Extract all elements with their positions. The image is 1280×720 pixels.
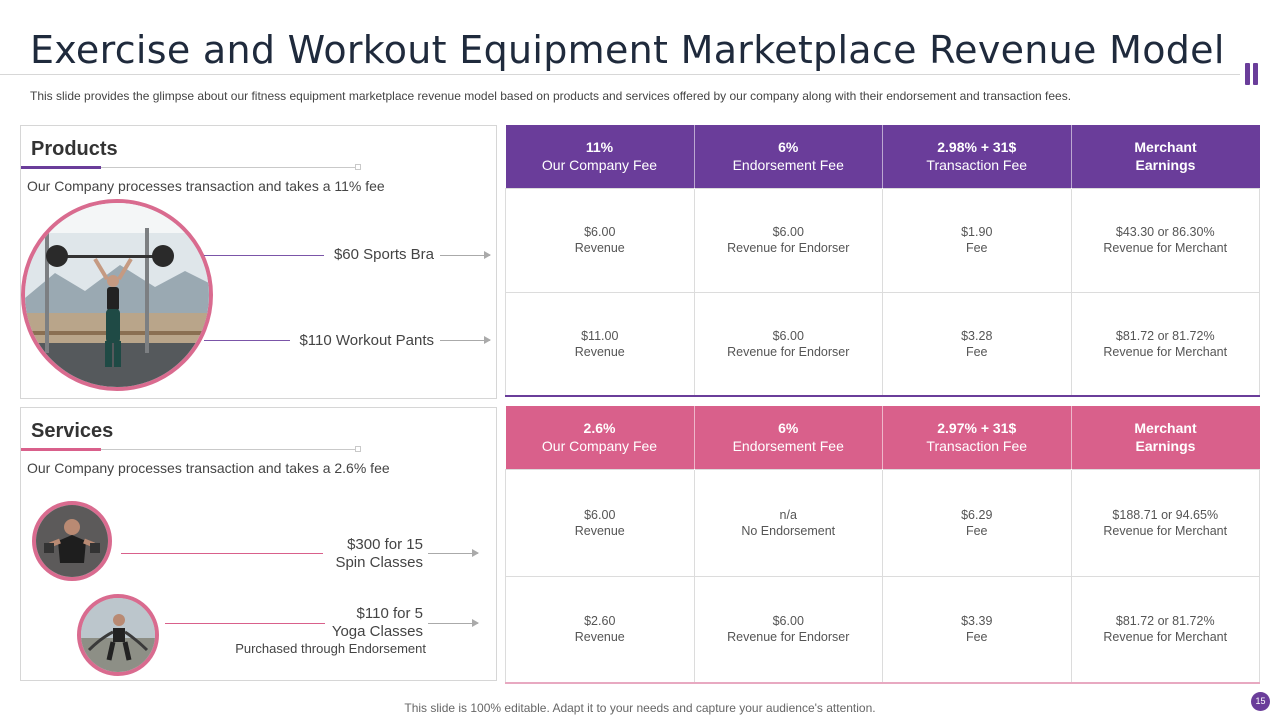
table-cell: $1.90 Fee [882, 187, 1072, 293]
table-cell: $11.00 Revenue [505, 291, 695, 397]
services-table-header: 2.6% Our Company Fee 6% Endorsement Fee 2.… [505, 406, 1260, 469]
products-panel: Products Our Company processes transacti… [20, 125, 497, 399]
products-col-merchant-earnings: Merchant Earnings [1070, 125, 1260, 188]
yoga-classes-price: $110 for 5 [356, 605, 423, 622]
table-cell: $6.29 Fee [882, 468, 1072, 577]
products-heading: Products [31, 138, 118, 160]
table-cell: $81.72 or 81.72% Revenue for Merchant [1070, 291, 1260, 397]
services-rule-dot [355, 446, 361, 452]
workout-pants-arrow-icon [440, 336, 491, 344]
table-row: $6.00 Revenue $6.00 Revenue for Endorser $… [505, 187, 1260, 293]
table-cell: $3.28 Fee [882, 291, 1072, 397]
yoga-classes-label: $110 for 5 Yoga Classes [332, 605, 423, 641]
table-cell: $188.71 or 94.65% Revenue for Merchant [1070, 468, 1260, 577]
products-col-company-fee: 11% Our Company Fee [505, 125, 694, 188]
services-rule [21, 449, 361, 450]
slide-footer: This slide is 100% editable. Adapt it to… [404, 701, 876, 715]
title-divider [0, 74, 1240, 75]
workout-pants-label: $110 Workout Pants [299, 332, 434, 349]
services-fee-table: 2.6% Our Company Fee 6% Endorsement Fee 2.… [505, 406, 1260, 684]
spin-classes-connector [121, 553, 323, 554]
sports-bra-arrow-icon [440, 251, 491, 259]
table-row: $2.60 Revenue $6.00 Revenue for Endorser $… [505, 575, 1260, 684]
table-row: $11.00 Revenue $6.00 Revenue for Endorser … [505, 291, 1260, 397]
table-cell: $6.00 Revenue [505, 187, 695, 293]
sports-bra-connector [204, 255, 324, 256]
services-note: Our Company processes transaction and ta… [27, 460, 390, 476]
products-fee-table: 11% Our Company Fee 6% Endorsement Fee 2.9… [505, 125, 1260, 397]
products-rule [21, 167, 361, 168]
services-col-company-fee: 2.6% Our Company Fee [505, 406, 694, 469]
sports-bra-label: $60 Sports Bra [333, 246, 434, 263]
slide-title: Exercise and Workout Equipment Marketpla… [30, 28, 1225, 72]
products-note: Our Company processes transaction and ta… [27, 178, 385, 194]
workout-photo [21, 199, 213, 391]
table-cell: n/a No Endorsement [693, 468, 883, 577]
spin-classes-name: Spin Classes [335, 554, 423, 571]
slide-subtitle: This slide provides the glimpse about ou… [30, 89, 1072, 103]
spin-classes-label: $300 for 15 Spin Classes [335, 536, 423, 572]
slide-mark-icon [1245, 63, 1261, 85]
products-col-transaction-fee: 2.98% + 31$ Transaction Fee [882, 125, 1071, 188]
table-cell: $81.72 or 81.72% Revenue for Merchant [1070, 575, 1260, 684]
yoga-classes-endorsement-note: Purchased through Endorsement [235, 641, 426, 656]
yoga-class-photo [77, 594, 159, 676]
spin-classes-arrow-icon [428, 549, 479, 557]
services-rule-accent [21, 448, 101, 451]
products-rule-dot [355, 164, 361, 170]
table-cell: $3.39 Fee [882, 575, 1072, 684]
table-row: $6.00 Revenue n/a No Endorsement $6.29 Fee … [505, 468, 1260, 577]
services-col-endorsement-fee: 6% Endorsement Fee [693, 406, 883, 469]
yoga-classes-connector [165, 623, 325, 624]
table-cell: $6.00 Revenue for Endorser [693, 575, 883, 684]
services-col-merchant-earnings: Merchant Earnings [1070, 406, 1260, 469]
page-number: 15 [1251, 692, 1270, 711]
table-cell: $2.60 Revenue [505, 575, 695, 684]
yoga-classes-arrow-icon [428, 619, 479, 627]
table-cell: $43.30 or 86.30% Revenue for Merchant [1070, 187, 1260, 293]
services-heading: Services [31, 420, 114, 442]
spin-classes-price: $300 for 15 [347, 536, 423, 553]
products-col-endorsement-fee: 6% Endorsement Fee [693, 125, 883, 188]
products-rule-accent [21, 166, 101, 169]
services-panel: Services Our Company processes transacti… [20, 407, 497, 681]
table-cell: $6.00 Revenue for Endorser [693, 291, 883, 397]
products-table-header: 11% Our Company Fee 6% Endorsement Fee 2.9… [505, 125, 1260, 188]
services-col-transaction-fee: 2.97% + 31$ Transaction Fee [882, 406, 1071, 469]
table-cell: $6.00 Revenue for Endorser [693, 187, 883, 293]
table-cell: $6.00 Revenue [505, 468, 695, 577]
spin-class-photo [32, 501, 112, 581]
yoga-classes-name: Yoga Classes [331, 623, 423, 640]
workout-pants-connector [204, 340, 290, 341]
